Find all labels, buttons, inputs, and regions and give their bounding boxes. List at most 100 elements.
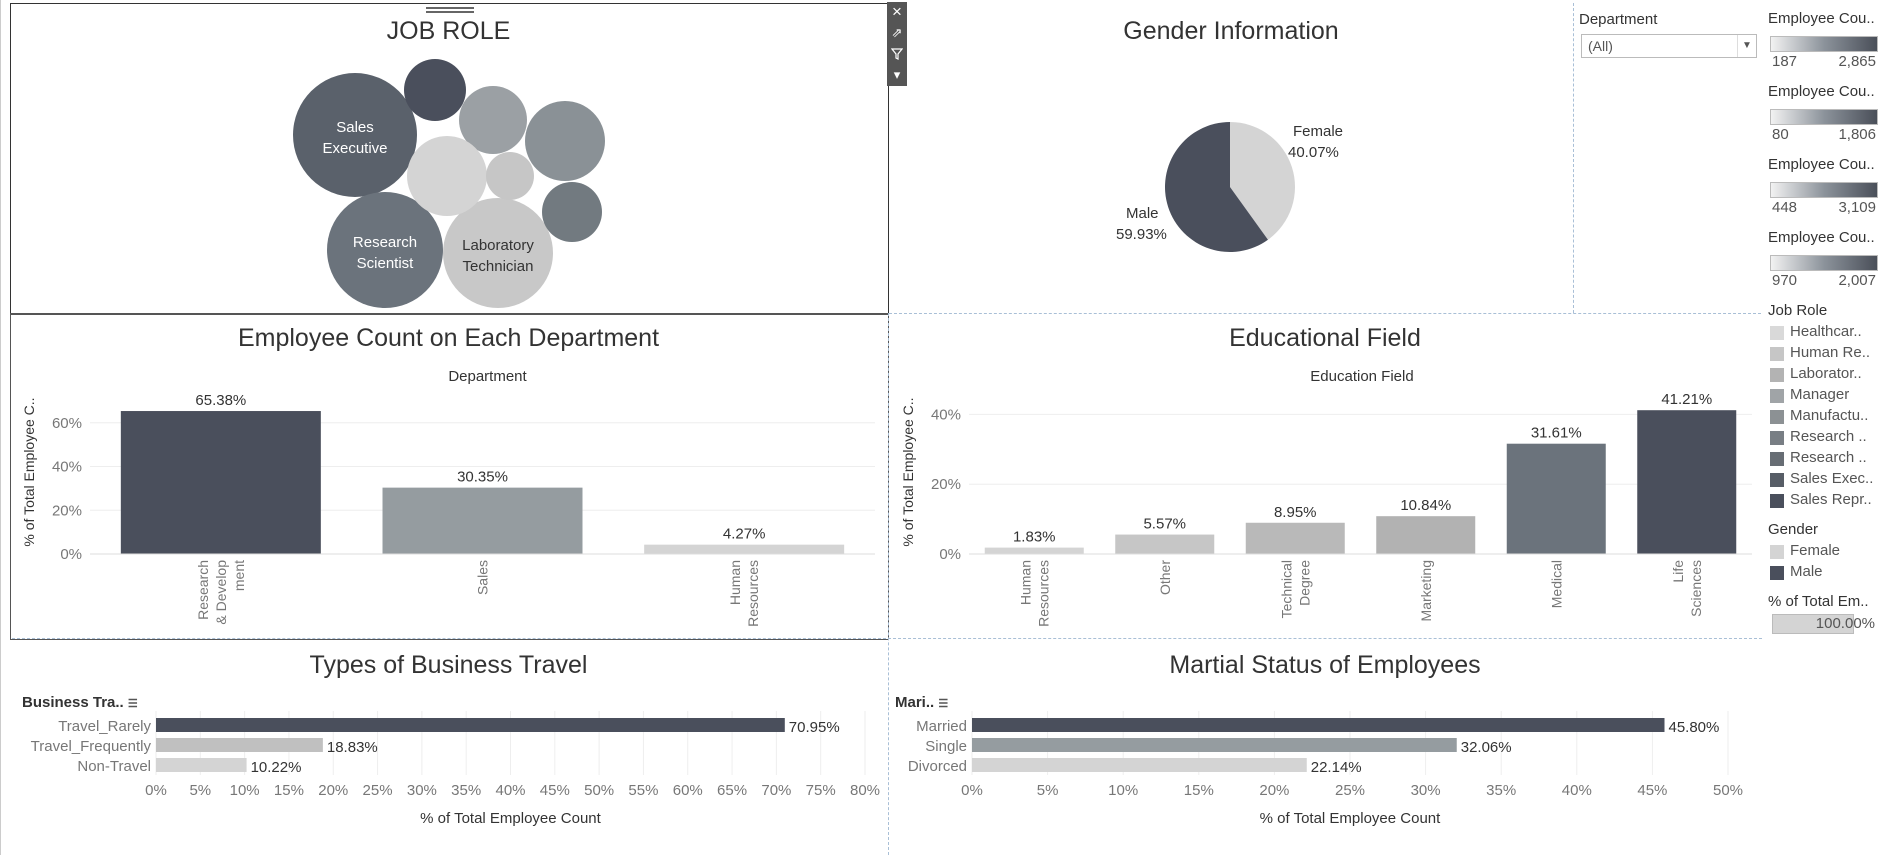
edu-bar[interactable]	[984, 547, 1084, 554]
job-role-swatch	[1770, 410, 1784, 424]
dept-bar[interactable]	[382, 487, 583, 554]
travel-category-label: Travel_Frequently	[31, 738, 152, 755]
edu-data-label: 41.21%	[1661, 391, 1712, 408]
job-role-bubble[interactable]	[459, 86, 527, 154]
job-role-bubble-chart: Sales Executive Research Scientist Laborator…	[293, 59, 605, 308]
marital-xtick: 50%	[1713, 782, 1743, 799]
job-role-swatch	[1770, 452, 1784, 466]
edu-bar[interactable]	[1506, 443, 1606, 554]
travel-xtick: 45%	[540, 782, 570, 799]
dept-ytick: 40%	[52, 459, 82, 476]
dept-chart-subtitle: Department	[448, 368, 527, 385]
dept-ylabel: % of Total Employee C..	[21, 397, 37, 546]
range-min: 187	[1772, 53, 1798, 70]
travel-header: Business Tra.. ☰	[22, 694, 138, 711]
left-edge-line	[0, 0, 1, 855]
dept-category-label: ment	[231, 560, 247, 591]
job-role-bubble[interactable]	[327, 192, 443, 308]
bubble-label: Research	[353, 234, 417, 251]
dept-bar[interactable]	[120, 411, 321, 554]
chevron-down-icon[interactable]: ▼	[1737, 35, 1756, 57]
dept-data-label: 4.27%	[723, 526, 766, 543]
divider-bottom	[12, 638, 1762, 639]
travel-xtick: 60%	[673, 782, 703, 799]
edu-ytick: 0%	[939, 546, 961, 563]
job-role-bubble[interactable]	[404, 59, 466, 121]
edu-bar[interactable]	[1376, 516, 1476, 554]
marital-xtick: 20%	[1259, 782, 1289, 799]
edu-category-label: Other	[1157, 560, 1173, 595]
range-max: 2,007	[1838, 272, 1876, 289]
dept-bar[interactable]	[644, 544, 845, 554]
travel-bar[interactable]	[156, 738, 323, 752]
dept-data-label: 65.38%	[195, 392, 246, 409]
dept-ytick: 60%	[52, 415, 82, 432]
job-role-swatch	[1770, 431, 1784, 445]
gender-swatch	[1770, 545, 1784, 559]
edu-chart-title: Educational Field	[1229, 324, 1421, 352]
popout-icon[interactable]: ⇗	[891, 25, 903, 40]
dept-category-label: Human	[727, 560, 743, 605]
job-role-legend-label: Human Re..	[1790, 344, 1871, 361]
travel-xtick: 5%	[189, 782, 211, 799]
job-role-bubble[interactable]	[542, 182, 602, 242]
department-filter-value: (All)	[1588, 38, 1613, 54]
dept-category-label: Sales	[475, 560, 491, 595]
pct-total-legend-title: % of Total Em..	[1768, 593, 1869, 610]
sort-icon[interactable]: ☰	[127, 698, 138, 710]
job-role-bubble[interactable]	[486, 152, 534, 200]
gender-legend-title: Gender	[1768, 521, 1819, 538]
job-role-bubble[interactable]	[525, 101, 605, 181]
edu-category-label: Resources	[1035, 560, 1051, 627]
travel-data-label: 70.95%	[789, 719, 840, 736]
marital-header: Mari.. ☰	[895, 694, 948, 711]
travel-xtick: 75%	[806, 782, 836, 799]
pie-label-male: Male	[1126, 205, 1159, 222]
marital-xtick: 0%	[961, 782, 983, 799]
job-role-swatch	[1770, 326, 1784, 340]
travel-chart-title: Types of Business Travel	[309, 651, 588, 679]
job-role-swatch	[1770, 347, 1784, 361]
travel-bar[interactable]	[156, 718, 785, 732]
job-role-title: JOB ROLE	[386, 17, 511, 45]
marital-xtick: 35%	[1486, 782, 1516, 799]
department-filter-dropdown[interactable]: (All) ▼	[1581, 34, 1757, 58]
pie-slice-male[interactable]	[1165, 122, 1268, 252]
close-icon[interactable]: ×	[892, 2, 902, 21]
pie-slice-female[interactable]	[1230, 122, 1295, 240]
marital-data-label: 32.06%	[1461, 739, 1512, 756]
job-role-bubble[interactable]	[293, 73, 417, 197]
sort-icon[interactable]: ☰	[938, 698, 949, 710]
travel-data-label: 10.22%	[251, 759, 302, 776]
marital-bar[interactable]	[972, 738, 1457, 752]
edu-data-label: 31.61%	[1531, 425, 1582, 442]
range-min: 80	[1772, 126, 1789, 143]
marital-bar[interactable]	[972, 758, 1307, 772]
edu-data-label: 8.95%	[1274, 504, 1317, 521]
travel-bar[interactable]	[156, 758, 247, 772]
job-role-bubble[interactable]	[407, 136, 487, 216]
edu-ytick: 40%	[931, 406, 961, 423]
marital-bar[interactable]	[972, 718, 1665, 732]
edu-bar[interactable]	[1637, 410, 1737, 554]
marital-bar-chart: 0% 5% 10% 15% 20% 25% 30% 35% 40% 45% 50% Married 45…	[908, 711, 1743, 827]
gender-legend-label: Female	[1790, 542, 1841, 559]
gender-title: Gender Information	[1123, 17, 1339, 45]
edu-bar[interactable]	[1245, 522, 1345, 554]
edu-category-label: Technical	[1278, 560, 1294, 618]
more-options-icon[interactable]: ▾	[893, 67, 901, 82]
travel-xtick: 15%	[274, 782, 304, 799]
edu-category-label: Marketing	[1418, 560, 1434, 621]
travel-xtick: 55%	[628, 782, 658, 799]
filter-icon[interactable]	[887, 44, 907, 64]
job-role-swatch	[1770, 494, 1784, 508]
travel-xtick: 25%	[363, 782, 393, 799]
range-min: 448	[1772, 199, 1798, 216]
travel-xlabel: % of Total Employee Count	[420, 810, 601, 827]
panel-drag-handle[interactable]	[426, 5, 474, 15]
pie-pct-male: 59.93%	[1116, 226, 1167, 243]
edu-bar[interactable]	[1115, 534, 1215, 554]
dept-category-label: Resources	[745, 560, 761, 627]
marital-category-label: Divorced	[908, 758, 967, 775]
job-role-bubble[interactable]	[443, 198, 553, 308]
